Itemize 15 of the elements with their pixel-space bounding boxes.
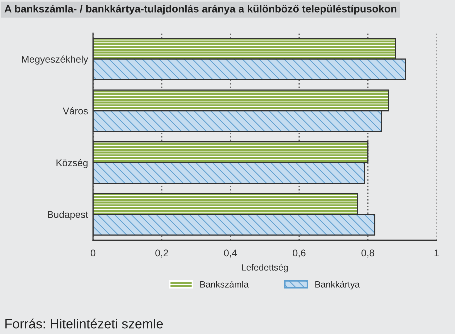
x-tick-label: 1 bbox=[434, 250, 440, 257]
legend-label: Bankkártya bbox=[316, 281, 360, 290]
x-tick-label: 0,4 bbox=[224, 250, 238, 258]
y-tick-label: Budapest bbox=[48, 211, 88, 220]
x-tick-label: 0,2 bbox=[156, 250, 168, 258]
chart-title: A bankszámla- / bankkártya-tulajdonlás aránya a különböző településtípusokon bbox=[4, 5, 397, 15]
y-tick-label: Város bbox=[63, 107, 88, 115]
y-tick-label: Megyeszékhely bbox=[22, 56, 88, 65]
legend-label: Bankszámla bbox=[200, 281, 249, 288]
text: Forrás: Hitelintézeti szemle bbox=[6, 318, 164, 329]
x-tick-label: 0 bbox=[90, 250, 96, 257]
x-tick-label: 0,6 bbox=[293, 250, 306, 258]
x-tick-label: 0,8 bbox=[362, 250, 374, 258]
x-axis-title: Lefedettség bbox=[242, 264, 288, 273]
y-tick-label: Község bbox=[56, 159, 88, 168]
